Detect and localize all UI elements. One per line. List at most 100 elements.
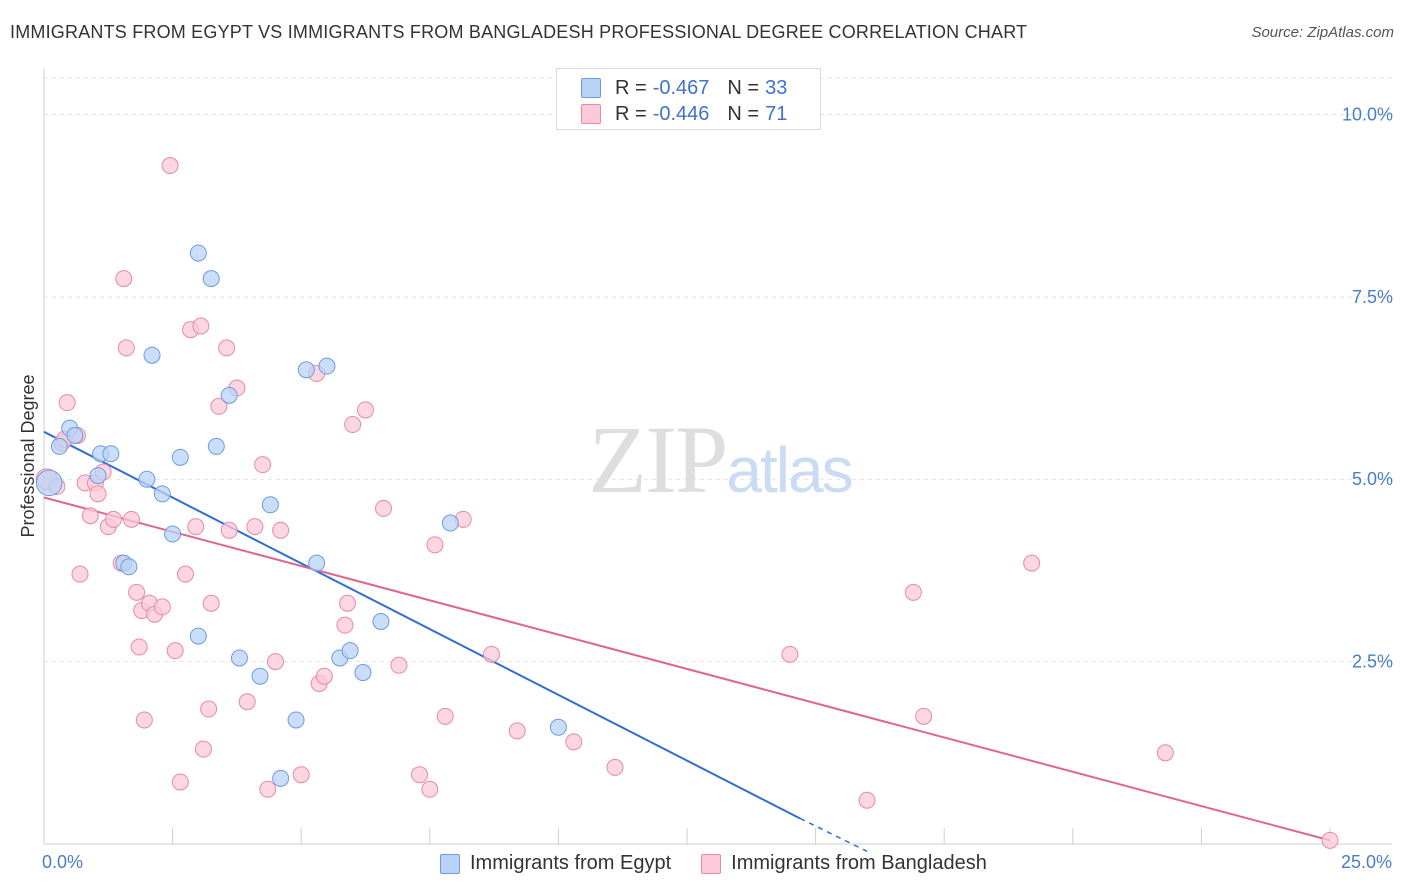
data-point-bangladesh (104, 510, 122, 528)
data-point-bangladesh (915, 707, 933, 725)
data-point-egypt (102, 445, 120, 463)
data-point-egypt (220, 386, 238, 404)
data-point-egypt (120, 558, 138, 576)
stats-legend: R = -0.467 N = 33 R = -0.446 N = 71 (556, 68, 821, 130)
r-label: R = (615, 76, 647, 99)
legend-item-egypt[interactable]: Immigrants from Egypt (440, 852, 671, 875)
n-value: 33 (765, 76, 788, 99)
data-point-bangladesh (421, 780, 439, 798)
data-point-egypt (207, 437, 225, 455)
data-point-bangladesh (246, 518, 264, 536)
data-point-egypt (230, 649, 248, 667)
egypt-swatch (581, 78, 601, 98)
data-point-egypt (341, 642, 359, 660)
data-point-bangladesh (238, 693, 256, 711)
data-point-bangladesh (171, 773, 189, 791)
data-point-bangladesh (135, 711, 153, 729)
y-tick-label: 7.5% (1352, 287, 1393, 307)
data-point-bangladesh (411, 766, 429, 784)
source-label: Source: ZipAtlas.com (1251, 24, 1394, 41)
data-point-bangladesh (259, 780, 277, 798)
y-axis-label: Professional Degree (18, 374, 38, 537)
data-point-bangladesh (508, 722, 526, 740)
data-point-egypt (272, 769, 290, 787)
data-point-bangladesh (483, 645, 501, 663)
data-point-egypt (297, 361, 315, 379)
data-point-bangladesh (565, 733, 583, 751)
data-point-bangladesh (187, 518, 205, 536)
data-point-bangladesh (606, 758, 624, 776)
data-point-bangladesh (1156, 744, 1174, 762)
data-point-bangladesh (336, 616, 354, 634)
data-point-bangladesh (117, 339, 135, 357)
data-point-bangladesh (344, 416, 362, 434)
data-point-bangladesh (375, 499, 393, 517)
y-tick-label: 10.0% (1342, 104, 1393, 124)
data-point-bangladesh (176, 565, 194, 583)
data-point-bangladesh (218, 339, 236, 357)
data-point-bangladesh (357, 401, 374, 419)
data-point-egypt (66, 426, 84, 444)
data-point-bangladesh (272, 521, 290, 539)
data-point-bangladesh (338, 594, 356, 612)
data-point-egypt (143, 346, 161, 364)
data-point-bangladesh (266, 653, 284, 671)
data-point-bangladesh (781, 645, 799, 663)
data-point-egypt (202, 270, 220, 288)
axes (43, 68, 1392, 845)
data-points (35, 157, 1339, 849)
data-point-bangladesh (161, 157, 179, 175)
data-point-bangladesh (426, 536, 444, 554)
data-point-bangladesh (200, 700, 218, 718)
legend-label-bangladesh: Immigrants from Bangladesh (731, 852, 987, 874)
r-label: R = (615, 102, 647, 125)
data-point-bangladesh (390, 656, 408, 674)
egypt-swatch (440, 853, 460, 874)
data-point-egypt (153, 485, 171, 503)
gridlines (44, 77, 1392, 663)
trend-line-bangladesh (43, 496, 1331, 842)
chart-title: IMMIGRANTS FROM EGYPT VS IMMIGRANTS FROM… (10, 22, 1028, 42)
data-point-bangladesh (122, 510, 140, 528)
legend-label-egypt: Immigrants from Egypt (470, 852, 672, 874)
data-point-egypt (50, 437, 68, 455)
data-point-bangladesh (858, 791, 876, 809)
data-point-bangladesh (904, 583, 922, 601)
data-point-bangladesh (130, 638, 148, 656)
stats-row-bangladesh: R = -0.446 N = 71 (581, 102, 787, 126)
legend-item-bangladesh[interactable]: Immigrants from Bangladesh (701, 852, 987, 875)
bangladesh-swatch (581, 104, 601, 124)
watermark: ZIPatlas (588, 406, 851, 513)
bangladesh-swatch (701, 853, 722, 874)
data-point-egypt (138, 470, 156, 488)
data-point-egypt (372, 612, 390, 630)
data-point-bangladesh (192, 317, 210, 335)
data-point-bangladesh (292, 766, 310, 784)
data-point-bangladesh (81, 507, 99, 525)
data-point-egypt (164, 525, 182, 543)
data-point-bangladesh (128, 583, 146, 601)
data-point-bangladesh (153, 598, 171, 616)
data-point-egypt (318, 357, 336, 375)
data-point-egypt (251, 667, 269, 685)
data-point-bangladesh (194, 740, 212, 758)
y-tick-labels: 2.5% 5.0% 7.5% 10.0% (1342, 104, 1393, 671)
data-point-egypt (261, 496, 279, 514)
r-value: -0.467 (652, 76, 710, 99)
data-point-egypt (35, 469, 63, 497)
stats-row-egypt: R = -0.467 N = 33 (581, 76, 787, 100)
data-point-bangladesh (202, 594, 220, 612)
data-point-bangladesh (1023, 554, 1041, 572)
data-point-bangladesh (89, 485, 107, 503)
n-label: N = (727, 76, 760, 99)
series-legend: Immigrants from Egypt Immigrants from Ba… (440, 852, 1017, 875)
data-point-egypt (441, 514, 459, 532)
data-point-bangladesh (115, 270, 133, 288)
n-value: 71 (765, 102, 788, 125)
data-point-egypt (171, 448, 189, 466)
data-point-bangladesh (58, 394, 76, 412)
x-tick-label-min: 0.0% (42, 852, 84, 872)
data-point-egypt (287, 711, 305, 729)
data-point-bangladesh (436, 707, 454, 725)
